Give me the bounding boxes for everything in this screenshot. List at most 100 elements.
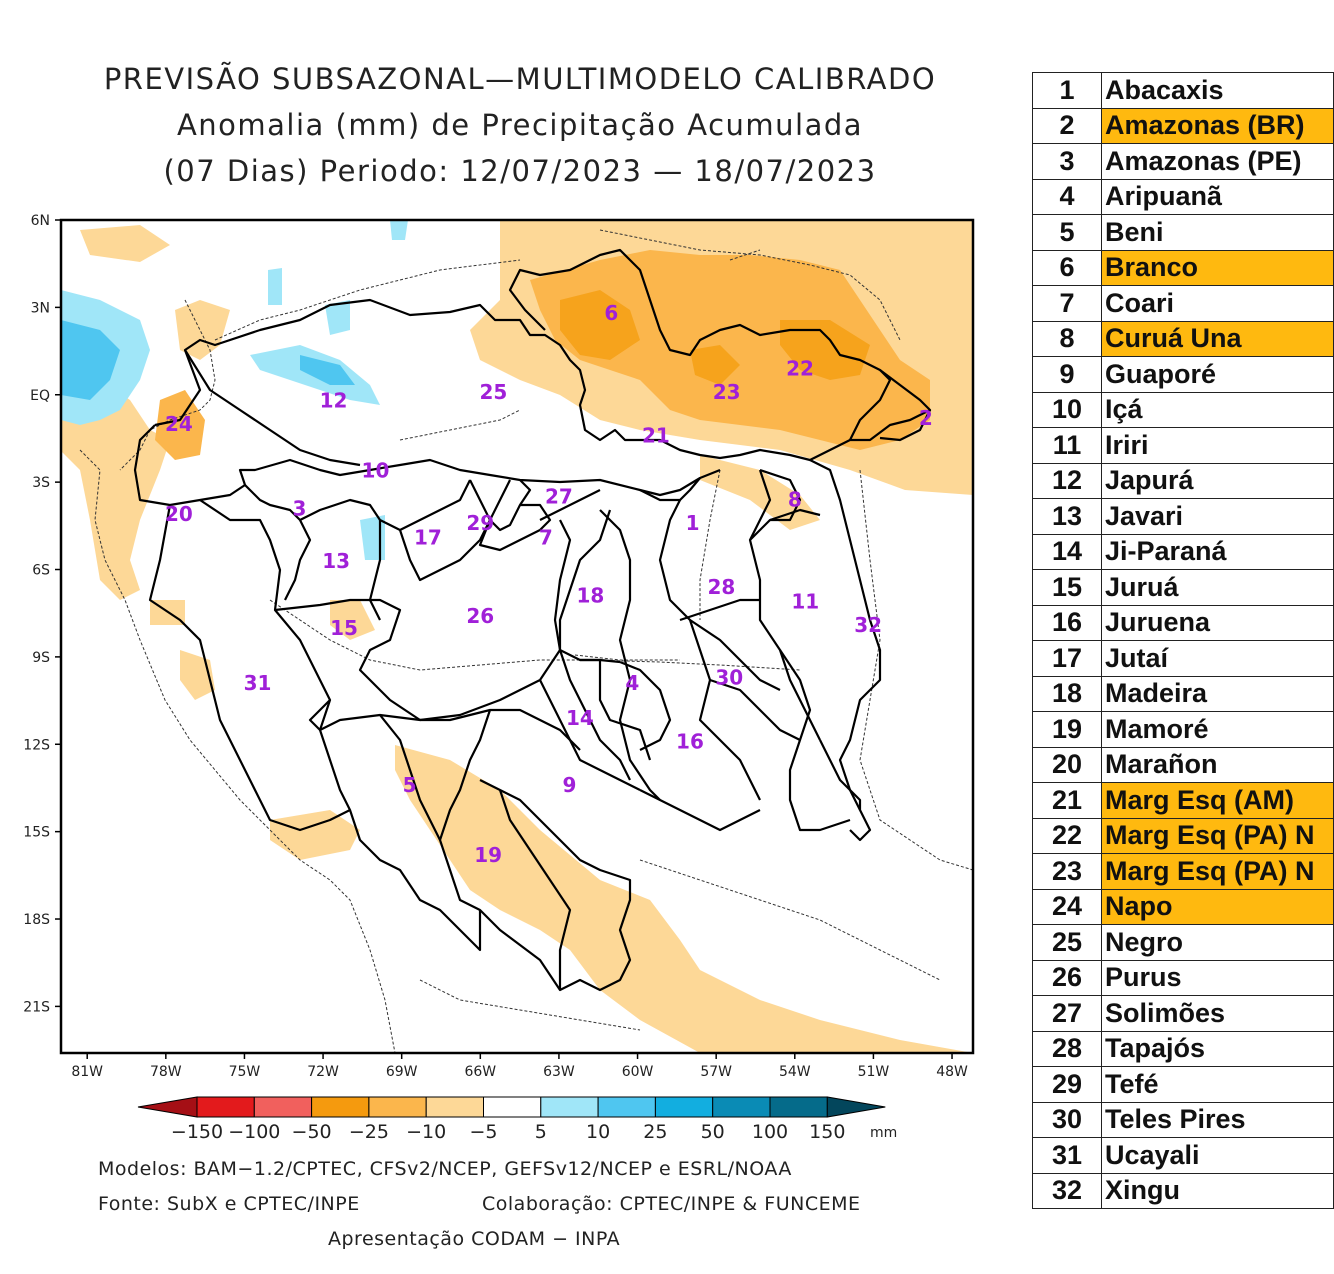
legend-basin-name: Napo	[1100, 888, 1334, 925]
lat-tick-label: 15S	[23, 825, 50, 841]
legend-basin-name: Negro	[1100, 924, 1334, 961]
basin-number-label: 28	[707, 575, 735, 599]
colorbar-label: −150	[171, 1121, 223, 1143]
legend-basin-name: Mamoré	[1100, 711, 1334, 748]
legend-row: 8 Curuá Una	[1032, 320, 1334, 357]
lon-tick-label: 78W	[150, 1064, 182, 1080]
basin-number-label: 10	[362, 458, 390, 482]
lon-tick-label: 69W	[386, 1064, 418, 1080]
footer-source: Fonte: SubX e CPTEC/INPE	[98, 1193, 360, 1215]
lat-tick-label: 6S	[32, 563, 50, 579]
lon-tick-label: 75W	[229, 1064, 261, 1080]
map-title-line-1: PREVISÃO SUBSAZONAL—MULTIMODELO CALIBRAD…	[103, 62, 937, 96]
legend-row: 9 Guaporé	[1032, 356, 1334, 393]
basin-number-label: 15	[330, 616, 358, 640]
lon-tick-label: 72W	[307, 1064, 339, 1080]
legend-number: 32	[1032, 1172, 1102, 1209]
legend-row: 14 Ji-Paraná	[1032, 533, 1334, 570]
footer-collab: Colaboração: CPTEC/INPE & FUNCEME	[482, 1193, 861, 1215]
basin-number-label: 27	[545, 485, 573, 509]
legend-number: 2	[1032, 107, 1102, 144]
colorbar-swatch	[425, 1096, 485, 1118]
legend-basin-name: Teles Pires	[1100, 1101, 1334, 1138]
legend-number: 15	[1032, 569, 1102, 606]
legend-basin-name: Amazonas (BR)	[1100, 107, 1334, 144]
basin-number-label: 1	[686, 511, 700, 535]
country-borders	[79, 229, 973, 1053]
legend-row: 7 Coari	[1032, 285, 1334, 322]
basin-number-label: 31	[244, 671, 272, 695]
legend-number: 18	[1032, 675, 1102, 712]
legend-basin-name: Branco	[1100, 249, 1334, 286]
colorbar-swatch	[769, 1096, 828, 1118]
colorbar-label: 10	[586, 1121, 610, 1143]
basin-number-label: 9	[562, 773, 576, 797]
legend-basin-name: Tapajós	[1100, 1030, 1334, 1067]
footer-presentation: Apresentação CODAM − INPA	[328, 1228, 621, 1250]
legend-basin-name: Amazonas (PE)	[1100, 143, 1334, 180]
lon-tick-label: 57W	[700, 1064, 732, 1080]
colorbar-label: 100	[752, 1121, 788, 1143]
colorbar-label: −25	[349, 1121, 389, 1143]
legend-basin-name: Abacaxis	[1100, 72, 1334, 109]
basin-number-label: 7	[539, 525, 553, 549]
basin-number-label: 4	[625, 671, 639, 695]
colorbar-swatch	[712, 1096, 771, 1118]
legend-row: 15 Juruá	[1032, 569, 1334, 606]
legend-basin-name: Marg Esq (AM)	[1100, 782, 1334, 819]
basin-number-label: 16	[676, 729, 704, 753]
legend-number: 7	[1032, 285, 1102, 322]
legend-basin-name: Marañon	[1100, 746, 1334, 783]
colorbar-label: 5	[535, 1121, 547, 1143]
axis-ticks: 6N 3N EQ 3S 6S 9S 12S 15S 18S 21S 81W 78W 75W 72W 69W 6…	[23, 213, 968, 1080]
map-plot-area	[61, 220, 973, 1053]
colorbar-label: 150	[809, 1121, 845, 1143]
colorbar-label: −100	[228, 1121, 280, 1143]
legend-number: 4	[1032, 178, 1102, 215]
legend-basin-name: Marg Esq (PA) N	[1100, 853, 1334, 890]
legend-number: 3	[1032, 143, 1102, 180]
legend-number: 30	[1032, 1101, 1102, 1138]
colorbar-swatch	[311, 1096, 370, 1118]
colorbar-max-arrow	[826, 1096, 886, 1118]
legend-number: 12	[1032, 462, 1102, 499]
colorbar-label: 25	[643, 1121, 667, 1143]
legend-basin-name: Tefé	[1100, 1066, 1334, 1103]
legend-row: 23 Marg Esq (PA) N	[1032, 853, 1334, 890]
basin-number-label: 25	[479, 380, 507, 404]
legend-number: 25	[1032, 924, 1102, 961]
legend-basin-name: Marg Esq (PA) N	[1100, 817, 1334, 854]
lon-tick-label: 60W	[622, 1064, 654, 1080]
legend-number: 26	[1032, 959, 1102, 996]
lon-tick-label: 54W	[779, 1064, 811, 1080]
legend-basin-name: Juruá	[1100, 569, 1334, 606]
legend-basin-name: Coari	[1100, 285, 1334, 322]
basin-number-label: 5	[403, 773, 417, 797]
legend-row: 1 Abacaxis	[1032, 72, 1334, 109]
basin-number-label: 22	[786, 357, 814, 381]
legend-number: 8	[1032, 320, 1102, 357]
legend-row: 4 Aripuanã	[1032, 178, 1334, 215]
basin-number-label: 12	[320, 389, 348, 413]
legend-row: 11 Iriri	[1032, 427, 1334, 464]
legend-number: 14	[1032, 533, 1102, 570]
colorbar-swatch	[368, 1096, 427, 1118]
legend-row: 18 Madeira	[1032, 675, 1334, 712]
legend-basin-name: Xingu	[1100, 1172, 1334, 1209]
lat-tick-label: 12S	[23, 737, 50, 753]
legend-basin-name: Solimões	[1100, 995, 1334, 1032]
basin-legend-table: 1 Abacaxis 2 Amazonas (BR) 3 Amazonas (PE) 4 Ar…	[1032, 72, 1334, 1209]
colorbar-label: −50	[292, 1121, 332, 1143]
legend-row: 32 Xingu	[1032, 1172, 1334, 1209]
colorbar-min-arrow	[137, 1096, 198, 1118]
legend-number: 5	[1032, 214, 1102, 251]
legend-number: 22	[1032, 817, 1102, 854]
legend-number: 31	[1032, 1137, 1102, 1174]
colorbar-swatch	[196, 1096, 255, 1118]
lat-tick-label: 3S	[32, 475, 50, 491]
colorbar-swatch	[654, 1096, 714, 1118]
basin-number-label: 3	[293, 496, 307, 520]
colorbar-swatch	[540, 1096, 599, 1118]
legend-row: 19 Mamoré	[1032, 711, 1334, 748]
legend-basin-name: Japurá	[1100, 462, 1334, 499]
